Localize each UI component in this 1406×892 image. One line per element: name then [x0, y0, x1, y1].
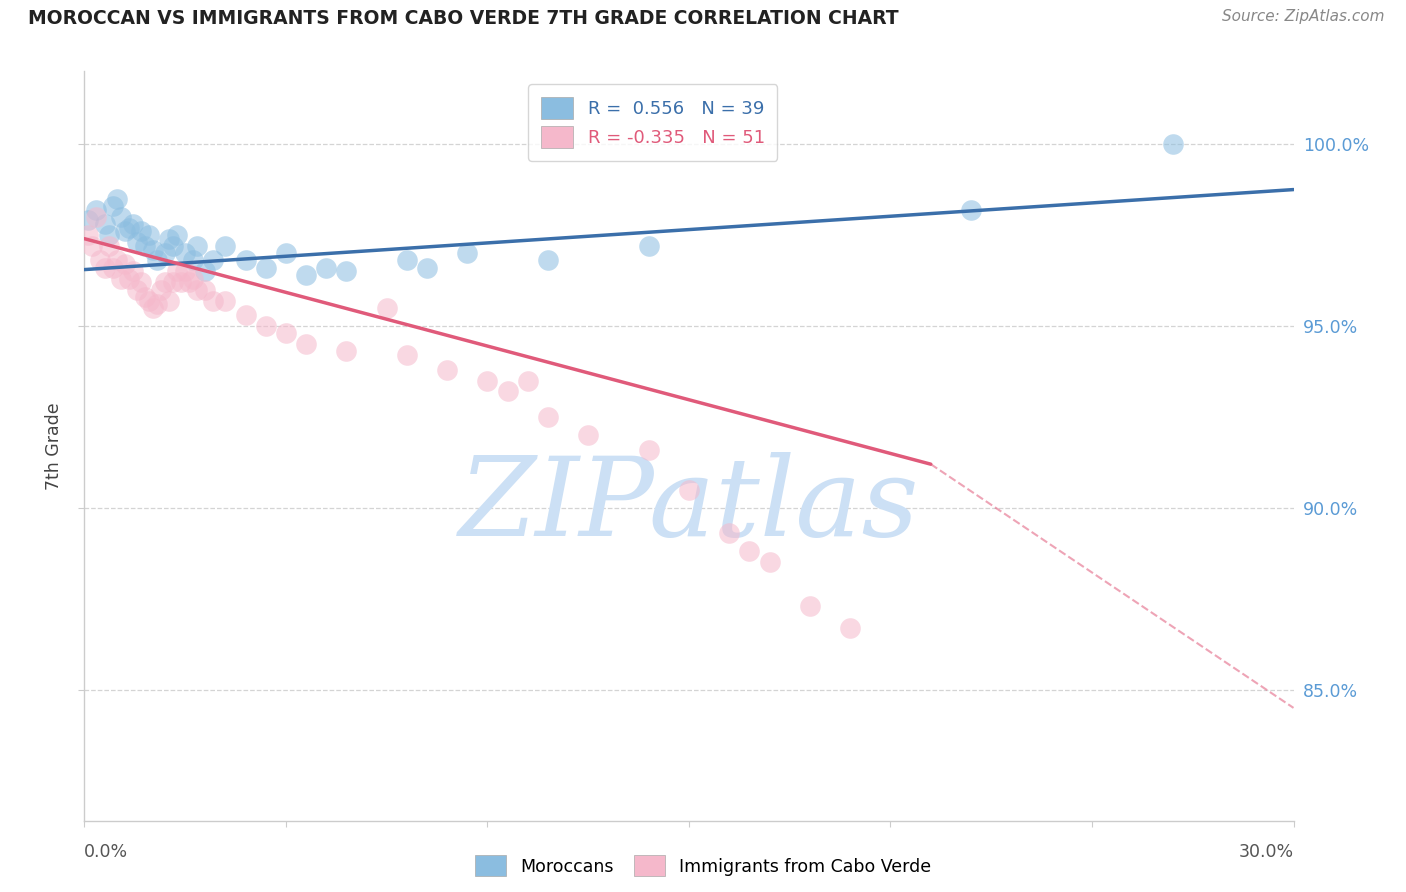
Point [129, 276, 152, 290]
Point [537, 409, 560, 424]
Point [170, 276, 193, 290]
Point [157, 293, 180, 308]
Point [254, 318, 277, 333]
Point [174, 264, 197, 278]
Point [77, 213, 100, 227]
Point [174, 246, 197, 260]
Point [142, 301, 165, 315]
Point [89, 253, 111, 268]
Point [105, 192, 128, 206]
Point [118, 271, 141, 285]
Point [202, 293, 225, 308]
Point [134, 239, 156, 253]
Point [101, 199, 124, 213]
Point [138, 227, 160, 242]
Point [138, 293, 160, 308]
Point [456, 246, 478, 260]
Point [121, 217, 143, 231]
Point [335, 264, 357, 278]
Point [101, 260, 124, 275]
Point [477, 374, 499, 388]
Point [77, 227, 100, 242]
Point [86, 210, 108, 224]
Point [82, 239, 104, 253]
Point [839, 621, 862, 635]
Point [576, 428, 599, 442]
Point [146, 253, 169, 268]
Point [718, 526, 741, 541]
Point [214, 293, 236, 308]
Point [93, 260, 115, 275]
Point [114, 257, 136, 271]
Point [799, 599, 821, 613]
Point [395, 253, 418, 268]
Point [181, 253, 204, 268]
Point [202, 253, 225, 268]
Point [121, 264, 143, 278]
Point [146, 297, 169, 311]
Point [153, 246, 176, 260]
Point [186, 239, 208, 253]
Point [1161, 137, 1184, 152]
Point [97, 227, 120, 242]
Legend: Moroccans, Immigrants from Cabo Verde: Moroccans, Immigrants from Cabo Verde [468, 848, 938, 883]
Point [157, 232, 180, 246]
Y-axis label: 7th Grade: 7th Grade [45, 402, 63, 490]
Point [637, 442, 659, 457]
Text: MOROCCAN VS IMMIGRANTS FROM CABO VERDE 7TH GRADE CORRELATION CHART: MOROCCAN VS IMMIGRANTS FROM CABO VERDE 7… [28, 9, 898, 28]
Point [110, 271, 132, 285]
Point [537, 253, 560, 268]
Point [274, 326, 297, 341]
Point [738, 544, 761, 558]
Point [105, 253, 128, 268]
Point [295, 268, 318, 282]
Text: 0.0%: 0.0% [84, 843, 128, 861]
Point [166, 227, 188, 242]
Text: ZIPatlas: ZIPatlas [458, 452, 920, 559]
Point [125, 235, 148, 250]
Point [395, 348, 418, 362]
Point [758, 555, 780, 569]
Point [97, 239, 120, 253]
Point [162, 276, 184, 290]
Point [194, 283, 217, 297]
Point [496, 384, 519, 399]
Point [134, 290, 156, 304]
Point [960, 202, 983, 217]
Point [335, 344, 357, 359]
Point [194, 264, 217, 278]
Point [86, 202, 108, 217]
Text: Source: ZipAtlas.com: Source: ZipAtlas.com [1222, 9, 1385, 24]
Point [235, 253, 257, 268]
Point [142, 243, 165, 257]
Point [181, 271, 204, 285]
Point [114, 224, 136, 238]
Point [110, 210, 132, 224]
Point [678, 483, 700, 497]
Point [235, 308, 257, 322]
Point [375, 301, 398, 315]
Point [153, 276, 176, 290]
Point [295, 337, 318, 351]
Point [125, 283, 148, 297]
Point [315, 260, 337, 275]
Point [254, 260, 277, 275]
Point [179, 276, 201, 290]
Point [166, 264, 188, 278]
Point [118, 220, 141, 235]
Point [149, 283, 172, 297]
Point [214, 239, 236, 253]
Point [186, 283, 208, 297]
Legend: R =  0.556   N = 39, R = -0.335   N = 51: R = 0.556 N = 39, R = -0.335 N = 51 [529, 84, 778, 161]
Point [436, 362, 458, 376]
Point [162, 239, 184, 253]
Point [129, 224, 152, 238]
Point [637, 239, 659, 253]
Point [274, 246, 297, 260]
Point [516, 374, 538, 388]
Text: 30.0%: 30.0% [1239, 843, 1294, 861]
Point [93, 217, 115, 231]
Point [416, 260, 439, 275]
